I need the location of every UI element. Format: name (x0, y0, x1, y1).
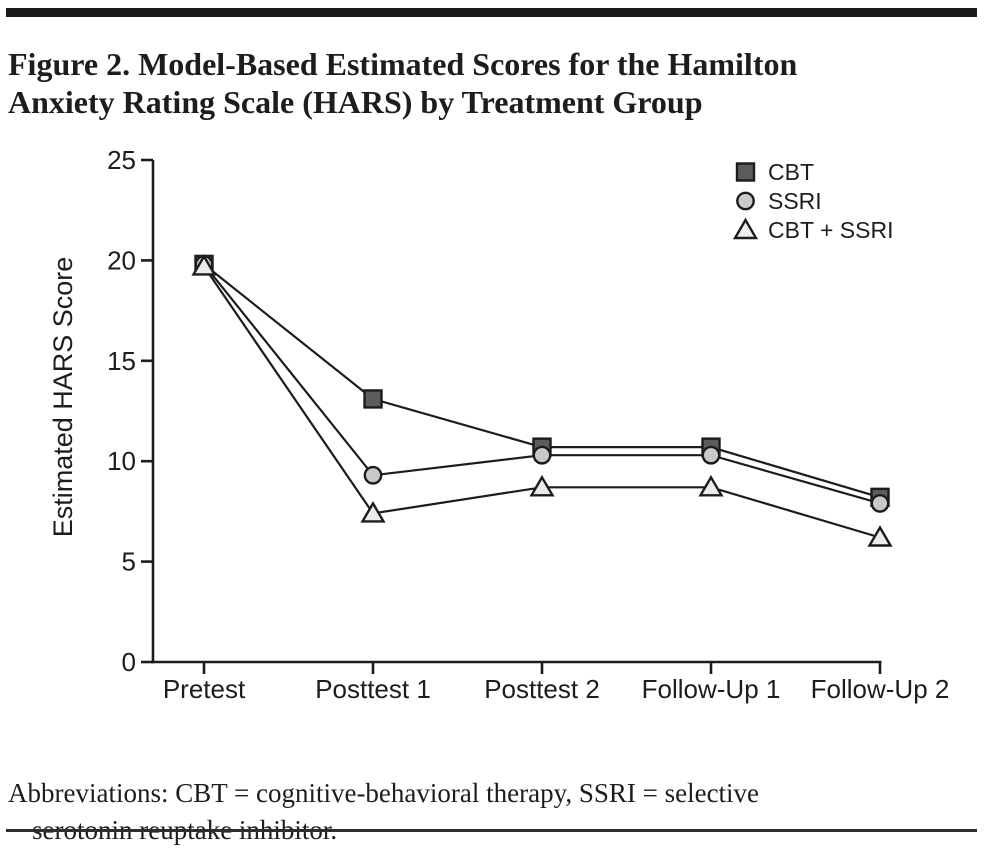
legend-swatch-circle (736, 191, 755, 211)
abbreviations-note: Abbreviations: CBT = cognitive-behaviora… (8, 775, 958, 849)
marker-triangle-follow-up-2 (867, 525, 893, 547)
marker-circle-posttest-1 (363, 465, 383, 485)
x-tick-label: Posttest 2 (484, 674, 600, 704)
marker-triangle-pretest (191, 254, 217, 276)
figure-title-line-1: Figure 2. Model-Based Estimated Scores f… (8, 46, 798, 83)
marker-circle-follow-up-1 (701, 445, 721, 465)
y-axis-title: Estimated HARS Score (48, 257, 78, 538)
marker-circle-follow-up-2 (870, 493, 890, 513)
abbreviations-line-1: Abbreviations: CBT = cognitive-behaviora… (8, 778, 760, 808)
marker-triangle-posttest-1 (360, 501, 386, 523)
legend-swatch-square (735, 162, 756, 182)
x-tick-label: Follow-Up 2 (811, 674, 950, 704)
chart-svg: 0 5 10 15 20 25 Pretest Posttest 1 Posttest 2 Fol… (48, 145, 950, 704)
bottom-rule (6, 829, 977, 832)
y-tick-label: 20 (107, 245, 136, 275)
legend-swatch-triangle (732, 217, 759, 240)
y-tick-label: 0 (122, 647, 136, 677)
legend-label: SSRI (768, 188, 822, 214)
x-tick-label: Follow-Up 1 (642, 674, 781, 704)
figure-title-line-2: Anxiety Rating Scale (HARS) by Treatment… (8, 84, 703, 121)
top-rule (6, 8, 977, 17)
x-tick-label: Pretest (163, 674, 246, 704)
legend-label: CBT + SSRI (768, 217, 893, 243)
series-line-cbt-ssri (203, 265, 881, 539)
y-tick-label: 5 (122, 547, 136, 577)
x-tick-label: Posttest 1 (315, 674, 431, 704)
marker-square-posttest-1 (363, 389, 383, 409)
legend-label: CBT (768, 159, 814, 185)
y-tick-label: 15 (107, 346, 136, 376)
marker-triangle-follow-up-1 (698, 474, 724, 497)
figure-title: Figure 2. Model-Based Estimated Scores f… (8, 45, 968, 121)
y-tick-label: 25 (107, 145, 136, 175)
marker-triangle-posttest-2 (529, 474, 555, 497)
y-tick-label: 10 (107, 446, 136, 476)
marker-circle-posttest-2 (532, 445, 552, 465)
